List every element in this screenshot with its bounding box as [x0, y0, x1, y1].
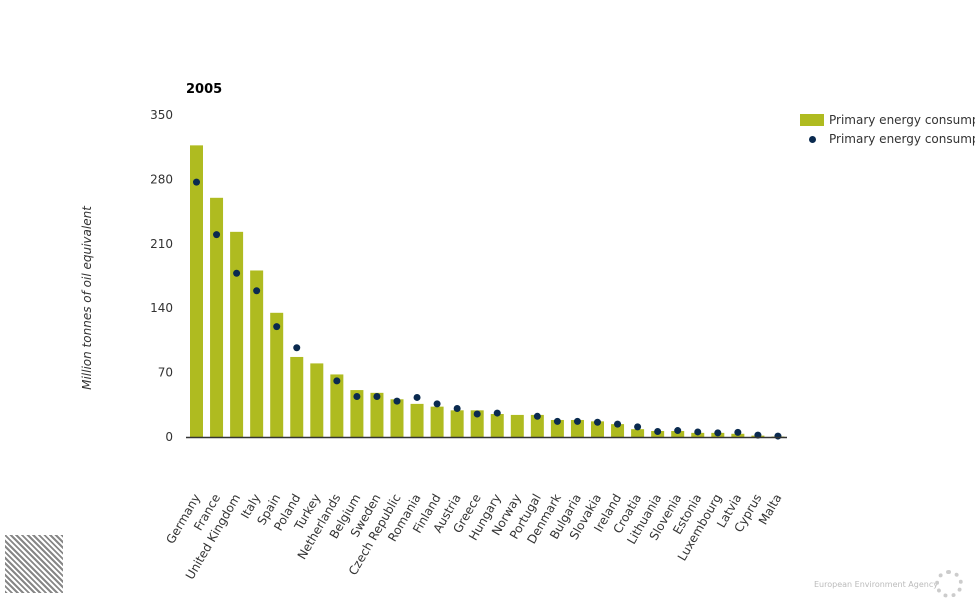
- y-tick-label: 0: [165, 430, 173, 444]
- data-point[interactable]: [654, 427, 662, 435]
- y-tick-label: 140: [150, 301, 173, 315]
- bar[interactable]: [450, 410, 464, 437]
- bar[interactable]: [430, 406, 444, 437]
- agency-credit: European Environment Agency: [814, 580, 938, 589]
- data-point[interactable]: [433, 400, 441, 408]
- eea-logo-icon: [935, 570, 963, 598]
- bar[interactable]: [611, 424, 625, 437]
- bar[interactable]: [510, 414, 524, 437]
- bar[interactable]: [370, 392, 384, 437]
- data-point[interactable]: [614, 420, 622, 428]
- legend-label: Primary energy consump: [829, 113, 975, 127]
- data-point[interactable]: [714, 429, 722, 437]
- data-point[interactable]: [594, 418, 601, 426]
- data-point[interactable]: [453, 404, 461, 412]
- data-point[interactable]: [493, 409, 501, 417]
- legend-swatch-dot: [800, 132, 824, 146]
- bar[interactable]: [230, 231, 244, 437]
- bar[interactable]: [210, 197, 224, 437]
- data-point[interactable]: [573, 417, 581, 425]
- data-point[interactable]: [273, 323, 281, 331]
- bar[interactable]: [330, 374, 344, 437]
- data-point[interactable]: [553, 417, 561, 425]
- legend-label: Primary energy consump: [829, 132, 975, 146]
- bar[interactable]: [631, 429, 645, 437]
- bar[interactable]: [310, 363, 324, 437]
- bar[interactable]: [190, 145, 203, 438]
- data-point[interactable]: [473, 410, 481, 418]
- chart-title: 2005: [186, 82, 222, 97]
- legend-swatch-bar: [800, 114, 824, 126]
- bar[interactable]: [490, 414, 504, 437]
- data-point[interactable]: [333, 377, 341, 385]
- y-tick-label: 210: [150, 237, 173, 251]
- bar[interactable]: [410, 403, 424, 437]
- bar[interactable]: [550, 419, 564, 437]
- y-tick-label: 70: [158, 366, 173, 380]
- bar[interactable]: [570, 419, 584, 437]
- data-point[interactable]: [213, 231, 221, 239]
- bar[interactable]: [470, 410, 484, 437]
- data-point[interactable]: [694, 428, 702, 436]
- data-point[interactable]: [373, 393, 381, 401]
- data-point[interactable]: [674, 427, 682, 435]
- bar[interactable]: [270, 312, 284, 437]
- bar[interactable]: [530, 414, 544, 437]
- bar[interactable]: [591, 421, 604, 437]
- data-point[interactable]: [413, 393, 421, 401]
- y-tick-label: 350: [150, 108, 173, 122]
- legend-item-dot[interactable]: Primary energy consump: [800, 132, 975, 146]
- legend-item-bar[interactable]: Primary energy consump: [800, 113, 975, 127]
- y-axis-label: Million tonnes of oil equivalent: [80, 205, 94, 390]
- data-point[interactable]: [353, 393, 361, 401]
- data-point[interactable]: [393, 397, 401, 405]
- bar[interactable]: [390, 399, 404, 437]
- bar[interactable]: [250, 270, 264, 437]
- data-point[interactable]: [193, 178, 200, 186]
- data-point[interactable]: [233, 269, 241, 277]
- y-tick-label: 280: [150, 172, 173, 186]
- data-point[interactable]: [253, 287, 261, 295]
- qr-code: [5, 535, 63, 593]
- data-point[interactable]: [774, 432, 782, 440]
- data-point[interactable]: [634, 423, 642, 431]
- data-point[interactable]: [734, 428, 742, 436]
- data-point[interactable]: [533, 412, 541, 420]
- bar[interactable]: [350, 390, 364, 437]
- bar[interactable]: [290, 356, 304, 437]
- data-point[interactable]: [293, 344, 301, 352]
